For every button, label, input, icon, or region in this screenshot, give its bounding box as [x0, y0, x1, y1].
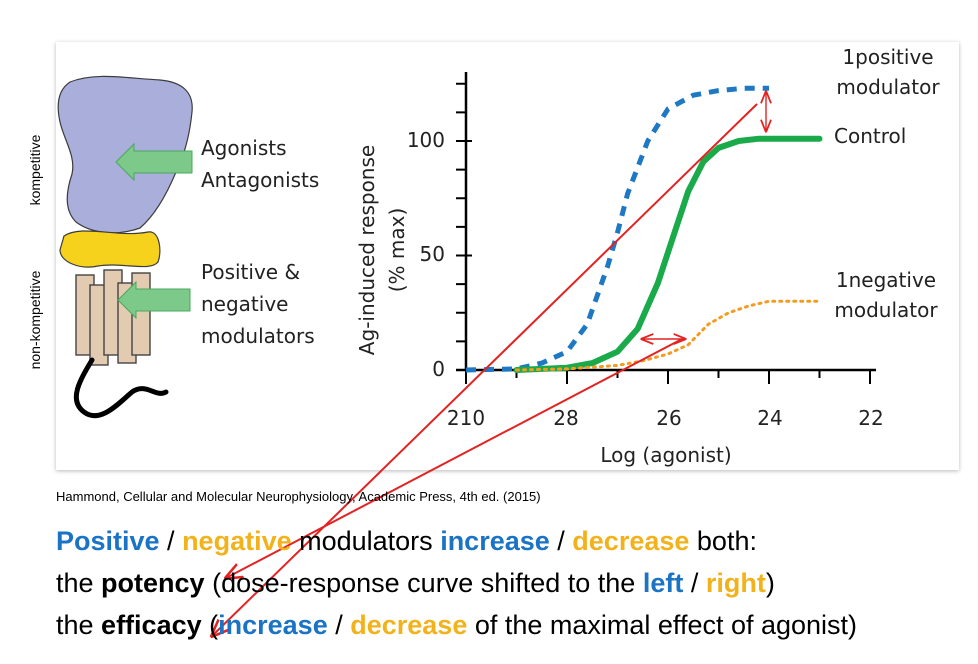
- side-label-non-kompetitive: non-kompetitive: [27, 270, 43, 370]
- separator: /: [159, 526, 183, 556]
- text-the: the: [56, 610, 102, 640]
- figure-panel: [56, 42, 959, 470]
- pointer-arrow-to-potency: [226, 338, 683, 578]
- curve-positive-modulator: [465, 85, 769, 373]
- text-shift: (dose-response curve shifted to the: [204, 568, 643, 598]
- allosteric-site-arrow-icon: [117, 280, 191, 320]
- binding-site-arrow-icon: [115, 142, 193, 182]
- x-tick-label-24: 24: [757, 406, 782, 430]
- text-both: both:: [689, 526, 757, 556]
- citation: Hammond, Cellular and Molecular Neurophy…: [56, 489, 541, 504]
- y-tick-label-100: 100: [407, 128, 445, 152]
- label-positive: Positive &: [201, 260, 300, 284]
- text-maximal-effect: of the maximal effect of agonist): [467, 610, 858, 640]
- x-tick-label-26: 26: [656, 406, 681, 430]
- curve-control: [513, 135, 823, 373]
- y-axis-title-line2: (% max): [385, 208, 409, 293]
- x-tick-label-22: 22: [858, 406, 883, 430]
- summary-line-3: the efficacy (increase / decrease of the…: [56, 610, 857, 641]
- word-efficacy: efficacy: [101, 610, 202, 640]
- text-modulators: modulators: [291, 526, 441, 556]
- label-agonists: Agonists: [201, 136, 287, 160]
- word-increase: increase: [440, 526, 550, 556]
- side-label-kompetitive: kompetitive: [27, 134, 43, 206]
- separator: /: [683, 568, 706, 598]
- y-tick-label-50: 50: [420, 242, 445, 266]
- receptor-illustration: [57, 75, 193, 419]
- receptor-membrane-region: [59, 230, 161, 268]
- curve-label-control: Control: [834, 124, 906, 148]
- curve-negative-modulator: [515, 299, 821, 372]
- x-tick-label-210: 210: [447, 406, 485, 430]
- word-positive: Positive: [56, 526, 160, 556]
- curves: [465, 85, 823, 373]
- word-decrease: decrease: [350, 610, 468, 640]
- pointer-arrow-to-efficacy: [212, 103, 758, 636]
- x-tick-label-28: 28: [553, 406, 578, 430]
- text-close: ): [765, 568, 775, 598]
- transmembrane-segments: [75, 269, 151, 366]
- curve-label-negative-line1: 1negative: [836, 268, 936, 292]
- curve-label-negative-line2: modulator: [834, 298, 938, 322]
- y-axis-title-line1: Ag-induced response: [355, 145, 379, 355]
- dose-response-chart: 100 50 0 210 28 26 24 22 Log (agonist) A…: [355, 45, 940, 467]
- word-negative: negative: [182, 526, 292, 556]
- label-negative: negative: [201, 292, 288, 316]
- x-axis-title: Log (agonist): [600, 443, 731, 467]
- separator: /: [549, 526, 573, 556]
- word-left: left: [642, 568, 684, 598]
- y-tick-label-0: 0: [432, 357, 445, 381]
- receptor-intracellular-tail: [73, 357, 169, 419]
- curve-label-positive-line1: 1positive: [842, 45, 933, 69]
- word-potency: potency: [101, 568, 205, 598]
- separator: /: [327, 610, 351, 640]
- summary-line-2: the potency (dose-response curve shifted…: [56, 568, 775, 599]
- word-decrease: decrease: [572, 526, 690, 556]
- label-modulators: modulators: [201, 324, 315, 348]
- word-increase: increase: [218, 610, 328, 640]
- word-right: right: [705, 568, 766, 598]
- label-antagonists: Antagonists: [201, 168, 319, 192]
- text-open: (: [201, 610, 219, 640]
- curve-label-positive-line2: modulator: [836, 75, 940, 99]
- text-the: the: [56, 568, 102, 598]
- summary-line-1: Positive / negative modulators increase …: [56, 526, 757, 557]
